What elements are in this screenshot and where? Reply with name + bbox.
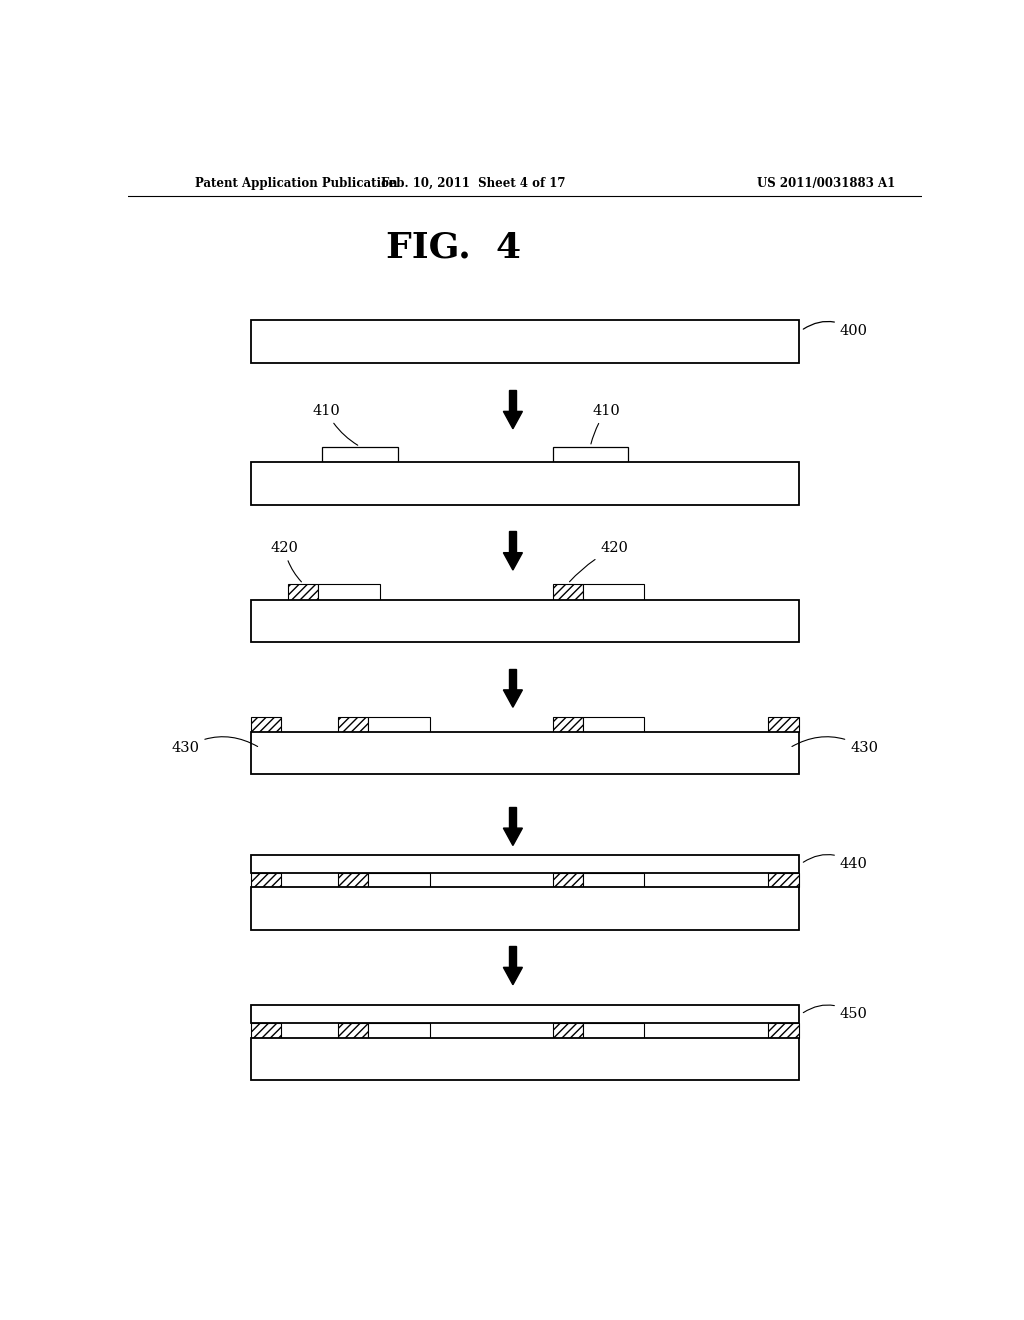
- Bar: [318, 583, 380, 599]
- Bar: [251, 873, 282, 887]
- Bar: [251, 887, 799, 929]
- Text: 430: 430: [792, 737, 879, 755]
- Bar: [768, 873, 799, 887]
- Text: FIG.  4: FIG. 4: [386, 231, 521, 265]
- Polygon shape: [504, 828, 522, 846]
- Bar: [289, 583, 318, 599]
- Polygon shape: [504, 968, 522, 985]
- Polygon shape: [509, 532, 516, 553]
- Bar: [369, 873, 430, 887]
- Bar: [323, 446, 397, 462]
- Bar: [251, 1038, 799, 1080]
- Bar: [583, 873, 644, 887]
- Bar: [553, 1023, 583, 1038]
- Bar: [251, 599, 799, 643]
- Bar: [553, 718, 583, 731]
- Text: 430: 430: [171, 737, 258, 755]
- Bar: [338, 718, 369, 731]
- Text: Feb. 10, 2011  Sheet 4 of 17: Feb. 10, 2011 Sheet 4 of 17: [381, 177, 565, 190]
- Bar: [251, 731, 799, 775]
- Bar: [553, 446, 628, 462]
- Bar: [251, 1023, 282, 1038]
- Bar: [251, 319, 799, 363]
- Bar: [583, 718, 644, 731]
- Bar: [251, 462, 799, 506]
- Bar: [251, 1005, 799, 1023]
- Text: 420: 420: [569, 541, 628, 582]
- Text: 410: 410: [312, 404, 357, 445]
- Bar: [369, 718, 430, 731]
- Polygon shape: [509, 807, 516, 828]
- Bar: [338, 873, 369, 887]
- Text: 440: 440: [803, 854, 867, 871]
- Bar: [553, 583, 583, 599]
- Polygon shape: [504, 412, 522, 429]
- Polygon shape: [504, 690, 522, 708]
- Polygon shape: [509, 946, 516, 968]
- Bar: [768, 1023, 799, 1038]
- Text: 400: 400: [803, 322, 868, 338]
- Polygon shape: [504, 553, 522, 570]
- Text: 450: 450: [803, 1005, 867, 1022]
- Bar: [553, 873, 583, 887]
- Bar: [583, 1023, 644, 1038]
- Text: US 2011/0031883 A1: US 2011/0031883 A1: [757, 177, 896, 190]
- Bar: [251, 854, 799, 873]
- Bar: [338, 1023, 369, 1038]
- Text: 410: 410: [591, 404, 620, 444]
- Text: 420: 420: [270, 541, 301, 582]
- Bar: [768, 718, 799, 731]
- Text: Patent Application Publication: Patent Application Publication: [196, 177, 398, 190]
- Polygon shape: [509, 669, 516, 690]
- Bar: [251, 718, 282, 731]
- Bar: [369, 1023, 430, 1038]
- Bar: [583, 583, 644, 599]
- Polygon shape: [509, 391, 516, 412]
